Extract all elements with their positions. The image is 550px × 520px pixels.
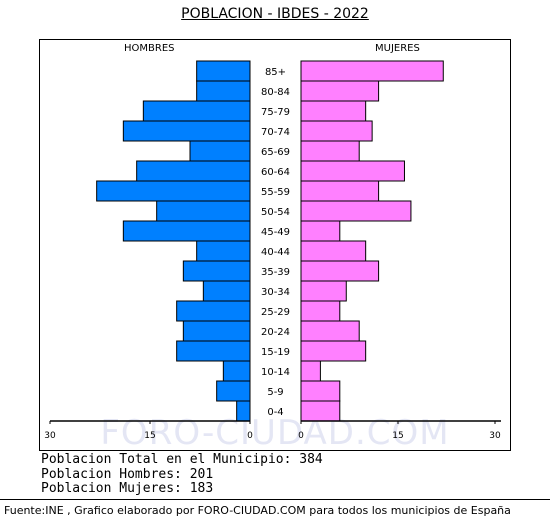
age-label-70-74: 70-74 xyxy=(261,127,290,138)
bar-hombres-45-49 xyxy=(122,220,251,242)
bar-mujeres-0-4 xyxy=(300,400,341,422)
age-label-85+: 85+ xyxy=(265,67,286,78)
bar-mujeres-40-44 xyxy=(300,240,367,262)
age-label-25-29: 25-29 xyxy=(261,307,290,318)
bar-hombres-15-19 xyxy=(176,340,251,362)
age-label-60-64: 60-64 xyxy=(261,167,290,178)
bar-hombres-55-59 xyxy=(96,180,251,202)
bar-hombres-85+ xyxy=(196,60,251,82)
age-label-55-59: 55-59 xyxy=(261,187,290,198)
chart-title: POBLACION - IBDES - 2022 xyxy=(181,6,369,22)
age-label-15-19: 15-19 xyxy=(261,347,290,358)
bar-mujeres-55-59 xyxy=(300,180,380,202)
bar-hombres-70-74 xyxy=(122,120,251,142)
bar-mujeres-65-69 xyxy=(300,140,360,162)
legend-hombres: HOMBRES xyxy=(124,43,175,54)
age-label-45-49: 45-49 xyxy=(261,227,290,238)
legend-mujeres: MUJERES xyxy=(375,43,420,54)
bar-hombres-25-29 xyxy=(176,300,251,322)
bar-mujeres-45-49 xyxy=(300,220,341,242)
bar-hombres-75-79 xyxy=(142,100,251,122)
age-label-30-34: 30-34 xyxy=(261,287,290,298)
age-label-40-44: 40-44 xyxy=(261,247,290,258)
bar-hombres-0-4 xyxy=(236,400,251,422)
age-label-50-54: 50-54 xyxy=(261,207,290,218)
bar-mujeres-20-24 xyxy=(300,320,360,342)
tick-label-0: 30 xyxy=(44,431,56,441)
age-label-65-69: 65-69 xyxy=(261,147,290,158)
bar-hombres-10-14 xyxy=(222,360,251,382)
bar-mujeres-80-84 xyxy=(300,80,380,102)
bar-hombres-30-34 xyxy=(202,280,251,302)
bar-mujeres-25-29 xyxy=(300,300,341,322)
age-label-80-84: 80-84 xyxy=(261,87,290,98)
bar-mujeres-30-34 xyxy=(300,280,347,302)
bar-hombres-80-84 xyxy=(196,80,251,102)
age-label-35-39: 35-39 xyxy=(261,267,290,278)
stats-block: Poblacion Total en el Municipio: 384 Pob… xyxy=(41,452,323,497)
age-label-75-79: 75-79 xyxy=(261,107,290,118)
stat-total: Poblacion Total en el Municipio: 384 xyxy=(41,452,323,467)
tick-label-3: 0 xyxy=(298,431,304,441)
age-label-0-4: 0-4 xyxy=(267,407,283,418)
tick-label-2: 0 xyxy=(247,431,253,441)
bar-mujeres-85+ xyxy=(300,60,444,82)
footer-source: Fuente:INE , Grafico elaborado por FORO-… xyxy=(0,499,550,520)
bar-hombres-5-9 xyxy=(216,380,251,402)
bar-mujeres-5-9 xyxy=(300,380,341,402)
bar-hombres-20-24 xyxy=(182,320,251,342)
bar-mujeres-35-39 xyxy=(300,260,380,282)
bar-mujeres-75-79 xyxy=(300,100,367,122)
bar-hombres-65-69 xyxy=(189,140,251,162)
bar-hombres-35-39 xyxy=(182,260,251,282)
stat-mujeres: Poblacion Mujeres: 183 xyxy=(41,481,214,496)
age-label-5-9: 5-9 xyxy=(267,387,283,398)
tick-label-4: 15 xyxy=(392,431,403,441)
tick-label-5: 30 xyxy=(489,431,501,441)
chart-frame xyxy=(39,39,511,451)
bar-mujeres-10-14 xyxy=(300,360,321,382)
stat-hombres: Poblacion Hombres: 201 xyxy=(41,466,214,482)
bar-mujeres-70-74 xyxy=(300,120,373,142)
age-label-10-14: 10-14 xyxy=(261,367,290,378)
age-label-20-24: 20-24 xyxy=(261,327,290,338)
bar-mujeres-50-54 xyxy=(300,200,412,222)
bar-mujeres-15-19 xyxy=(300,340,367,362)
bar-hombres-50-54 xyxy=(156,200,251,222)
bar-mujeres-60-64 xyxy=(300,160,405,182)
bar-hombres-60-64 xyxy=(136,160,251,182)
tick-label-1: 15 xyxy=(144,431,155,441)
bar-hombres-40-44 xyxy=(196,240,251,262)
